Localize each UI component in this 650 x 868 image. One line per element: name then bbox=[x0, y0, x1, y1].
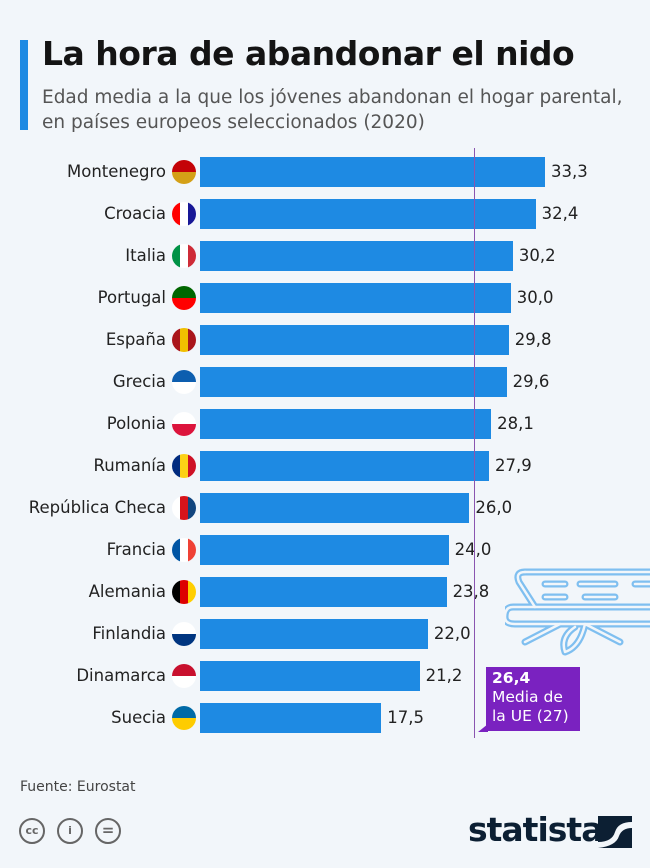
value-label: 24,0 bbox=[455, 540, 492, 559]
country-label: Finlandia bbox=[92, 624, 166, 643]
country-label: Suecia bbox=[111, 708, 166, 727]
chart-subtitle: Edad media a la que los jóvenes abandona… bbox=[42, 87, 623, 133]
bar-row: Finlandia 22,0 bbox=[0, 619, 650, 649]
bar-row: Dinamarca 21,2 bbox=[0, 661, 650, 691]
value-label: 29,8 bbox=[514, 330, 552, 349]
country-label: República Checa bbox=[28, 498, 166, 517]
by-icon[interactable]: i bbox=[57, 818, 83, 844]
eu-average-text: Media de la UE (27) bbox=[492, 688, 569, 725]
country-label: Polonia bbox=[106, 414, 166, 433]
bar-row: República Checa 26,0 bbox=[0, 493, 650, 523]
bar bbox=[200, 703, 382, 733]
value-label: 29,6 bbox=[512, 372, 550, 391]
bar-row: Italia 30,2 bbox=[0, 241, 650, 271]
flag-icon bbox=[172, 454, 196, 478]
bird-nest-icon bbox=[505, 568, 650, 656]
bar bbox=[200, 661, 420, 691]
value-label: 26,0 bbox=[475, 498, 513, 517]
flag-icon bbox=[172, 706, 196, 730]
bar bbox=[200, 241, 513, 271]
title-accent-bar bbox=[20, 40, 28, 130]
bar bbox=[200, 619, 428, 649]
bar-row: Croacia 32,4 bbox=[0, 199, 650, 229]
value-label: 33,3 bbox=[550, 162, 588, 181]
flag-icon bbox=[172, 160, 196, 184]
value-label: 32,4 bbox=[541, 204, 579, 223]
value-label: 17,5 bbox=[387, 708, 425, 727]
bar bbox=[200, 283, 511, 313]
nd-icon[interactable]: = bbox=[95, 818, 121, 844]
country-label: Croacia bbox=[104, 204, 166, 223]
country-label: Italia bbox=[125, 246, 166, 265]
bar-row: Grecia 29,6 bbox=[0, 367, 650, 397]
value-label: 30,2 bbox=[518, 246, 556, 265]
country-label: Francia bbox=[106, 540, 166, 559]
bar bbox=[200, 157, 545, 187]
statista-logo[interactable]: statista bbox=[468, 810, 603, 849]
statista-logo-mark bbox=[598, 816, 632, 848]
bar bbox=[200, 409, 492, 439]
eu-average-label-tail bbox=[478, 724, 488, 732]
flag-icon bbox=[172, 538, 196, 562]
bar bbox=[200, 199, 536, 229]
country-label: Portugal bbox=[97, 288, 166, 307]
bar-row: Montenegro 33,3 bbox=[0, 157, 650, 187]
bar-row: Polonia 28,1 bbox=[0, 409, 650, 439]
source-note: Fuente: Eurostat bbox=[20, 779, 136, 795]
bar-row: Suecia 17,5 bbox=[0, 703, 650, 733]
flag-icon bbox=[172, 580, 196, 604]
bar-row: Alemania 23,8 bbox=[0, 577, 650, 607]
country-label: Grecia bbox=[112, 372, 166, 391]
value-label: 28,1 bbox=[497, 414, 534, 433]
bar bbox=[200, 451, 490, 481]
chart-title: La hora de abandonar el nido bbox=[42, 34, 575, 73]
value-label: 23,8 bbox=[452, 582, 490, 601]
eu-average-label: 26,4 Media de la UE (27) bbox=[486, 667, 580, 731]
flag-icon bbox=[172, 622, 196, 646]
cc-icon[interactable]: cc bbox=[19, 818, 45, 844]
value-label: 21,2 bbox=[425, 666, 463, 685]
value-label: 30,0 bbox=[516, 288, 554, 307]
bar bbox=[200, 577, 447, 607]
flag-icon bbox=[172, 202, 196, 226]
value-label: 27,9 bbox=[495, 456, 532, 475]
flag-icon bbox=[172, 370, 196, 394]
bar-row: Rumanía 27,9 bbox=[0, 451, 650, 481]
bar-row: Portugal 30,0 bbox=[0, 283, 650, 313]
country-label: Montenegro bbox=[66, 162, 166, 181]
bar bbox=[200, 367, 507, 397]
flag-icon bbox=[172, 328, 196, 352]
bar-row: Francia 24,0 bbox=[0, 535, 650, 565]
flag-icon bbox=[172, 664, 196, 688]
bar bbox=[200, 325, 509, 355]
country-label: Alemania bbox=[88, 582, 166, 601]
flag-icon bbox=[172, 244, 196, 268]
bar bbox=[200, 535, 449, 565]
eu-average-line bbox=[473, 148, 475, 738]
flag-icon bbox=[172, 412, 196, 436]
bar-row: España 29,8 bbox=[0, 325, 650, 355]
country-label: Dinamarca bbox=[76, 666, 166, 685]
value-label: 22,0 bbox=[433, 624, 471, 643]
flag-icon bbox=[172, 496, 196, 520]
eu-average-value: 26,4 bbox=[492, 669, 531, 687]
flag-icon bbox=[172, 286, 196, 310]
bar bbox=[200, 493, 470, 523]
country-label: Rumanía bbox=[93, 456, 166, 475]
country-label: España bbox=[105, 330, 166, 349]
